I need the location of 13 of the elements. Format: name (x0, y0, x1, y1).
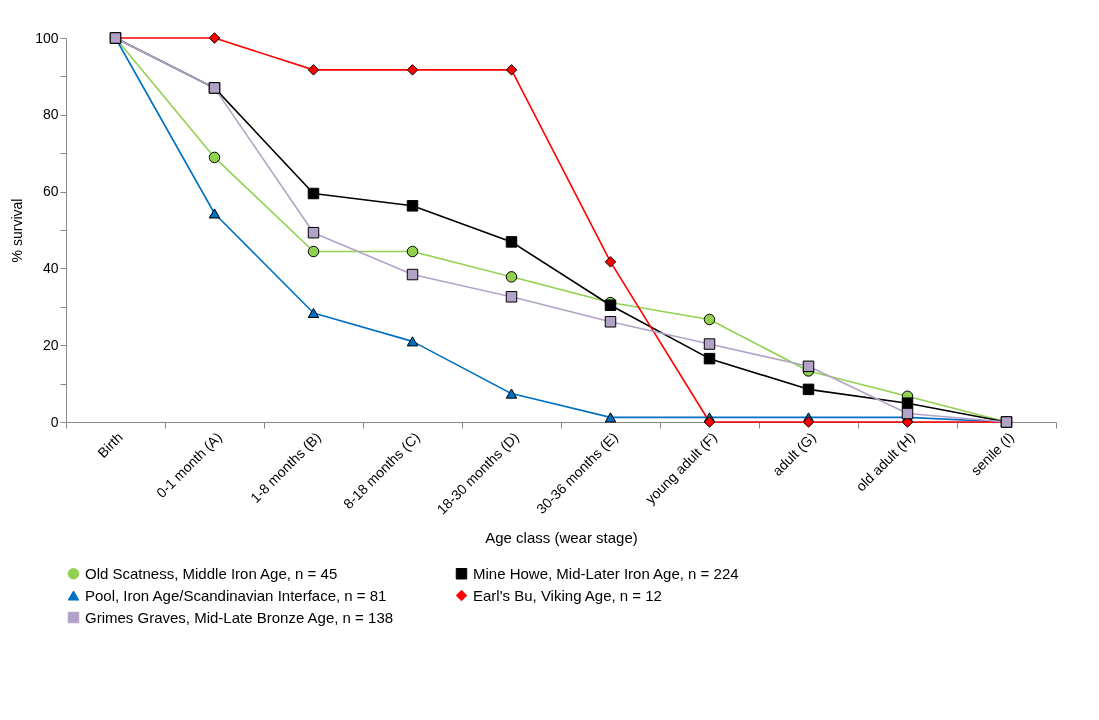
legend-label: Pool, Iron Age/Scandinavian Interface, n = 81 (85, 586, 387, 604)
y-tick-label: 20 (42, 336, 59, 353)
legend-label: Mine Howe, Mid-Later Iron Age, n = 224 (473, 564, 739, 582)
y-tick-label: 60 (42, 183, 59, 200)
legend-label: Earl's Bu, Viking Age, n = 12 (473, 586, 662, 604)
y-axis-title: % survival (9, 198, 26, 263)
y-tick-label: 80 (42, 106, 59, 123)
x-axis-title: Age class (wear stage) (485, 529, 638, 547)
y-tick-label: 100 (35, 29, 59, 46)
y-tick-label: 40 (42, 259, 59, 276)
legend-label: Old Scatness, Middle Iron Age, n = 45 (85, 564, 338, 582)
y-tick-label: 0 (50, 413, 59, 430)
legend-label: Grimes Graves, Mid-Late Bronze Age, n = 138 (85, 608, 394, 626)
